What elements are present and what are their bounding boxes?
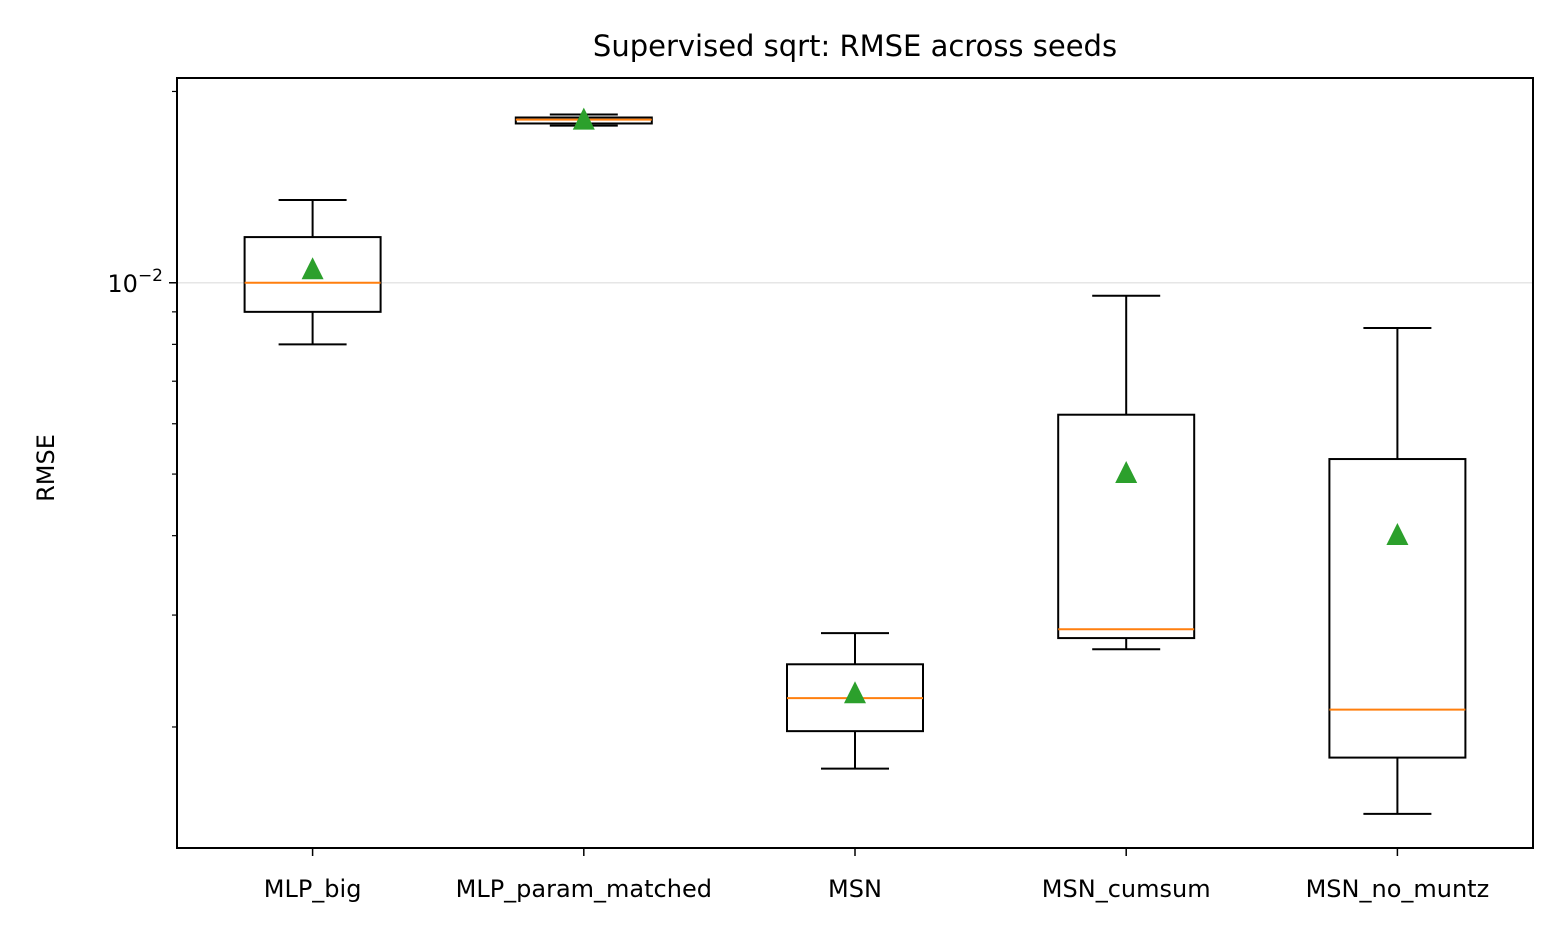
x-tick-label: MSN_cumsum (1042, 875, 1211, 903)
iqr-box (1328, 458, 1467, 759)
iqr-box (243, 236, 382, 313)
chart-title: Supervised sqrt: RMSE across seeds (593, 29, 1117, 63)
box-MLP_param_matched (514, 107, 653, 130)
mean-marker (1386, 522, 1409, 545)
box-MLP_big (243, 198, 382, 346)
mean-marker (844, 681, 866, 704)
y-tick-label: 10−2 (107, 266, 163, 298)
box-MSN_no_muntz (1328, 326, 1467, 815)
mean-marker (1115, 460, 1138, 483)
box-MSN (786, 632, 924, 770)
x-tick-label: MLP_big (264, 875, 362, 903)
plot-frame (176, 77, 1534, 849)
x-tick-label: MSN_no_muntz (1306, 875, 1490, 903)
iqr-box (1057, 413, 1196, 640)
box-MSN_cumsum (1057, 294, 1196, 651)
x-tick-label: MSN (828, 875, 882, 903)
x-tick-label: MLP_param_matched (456, 875, 712, 903)
mean-marker (572, 107, 595, 130)
y-axis-label: RMSE (32, 434, 60, 502)
mean-marker (301, 257, 324, 280)
